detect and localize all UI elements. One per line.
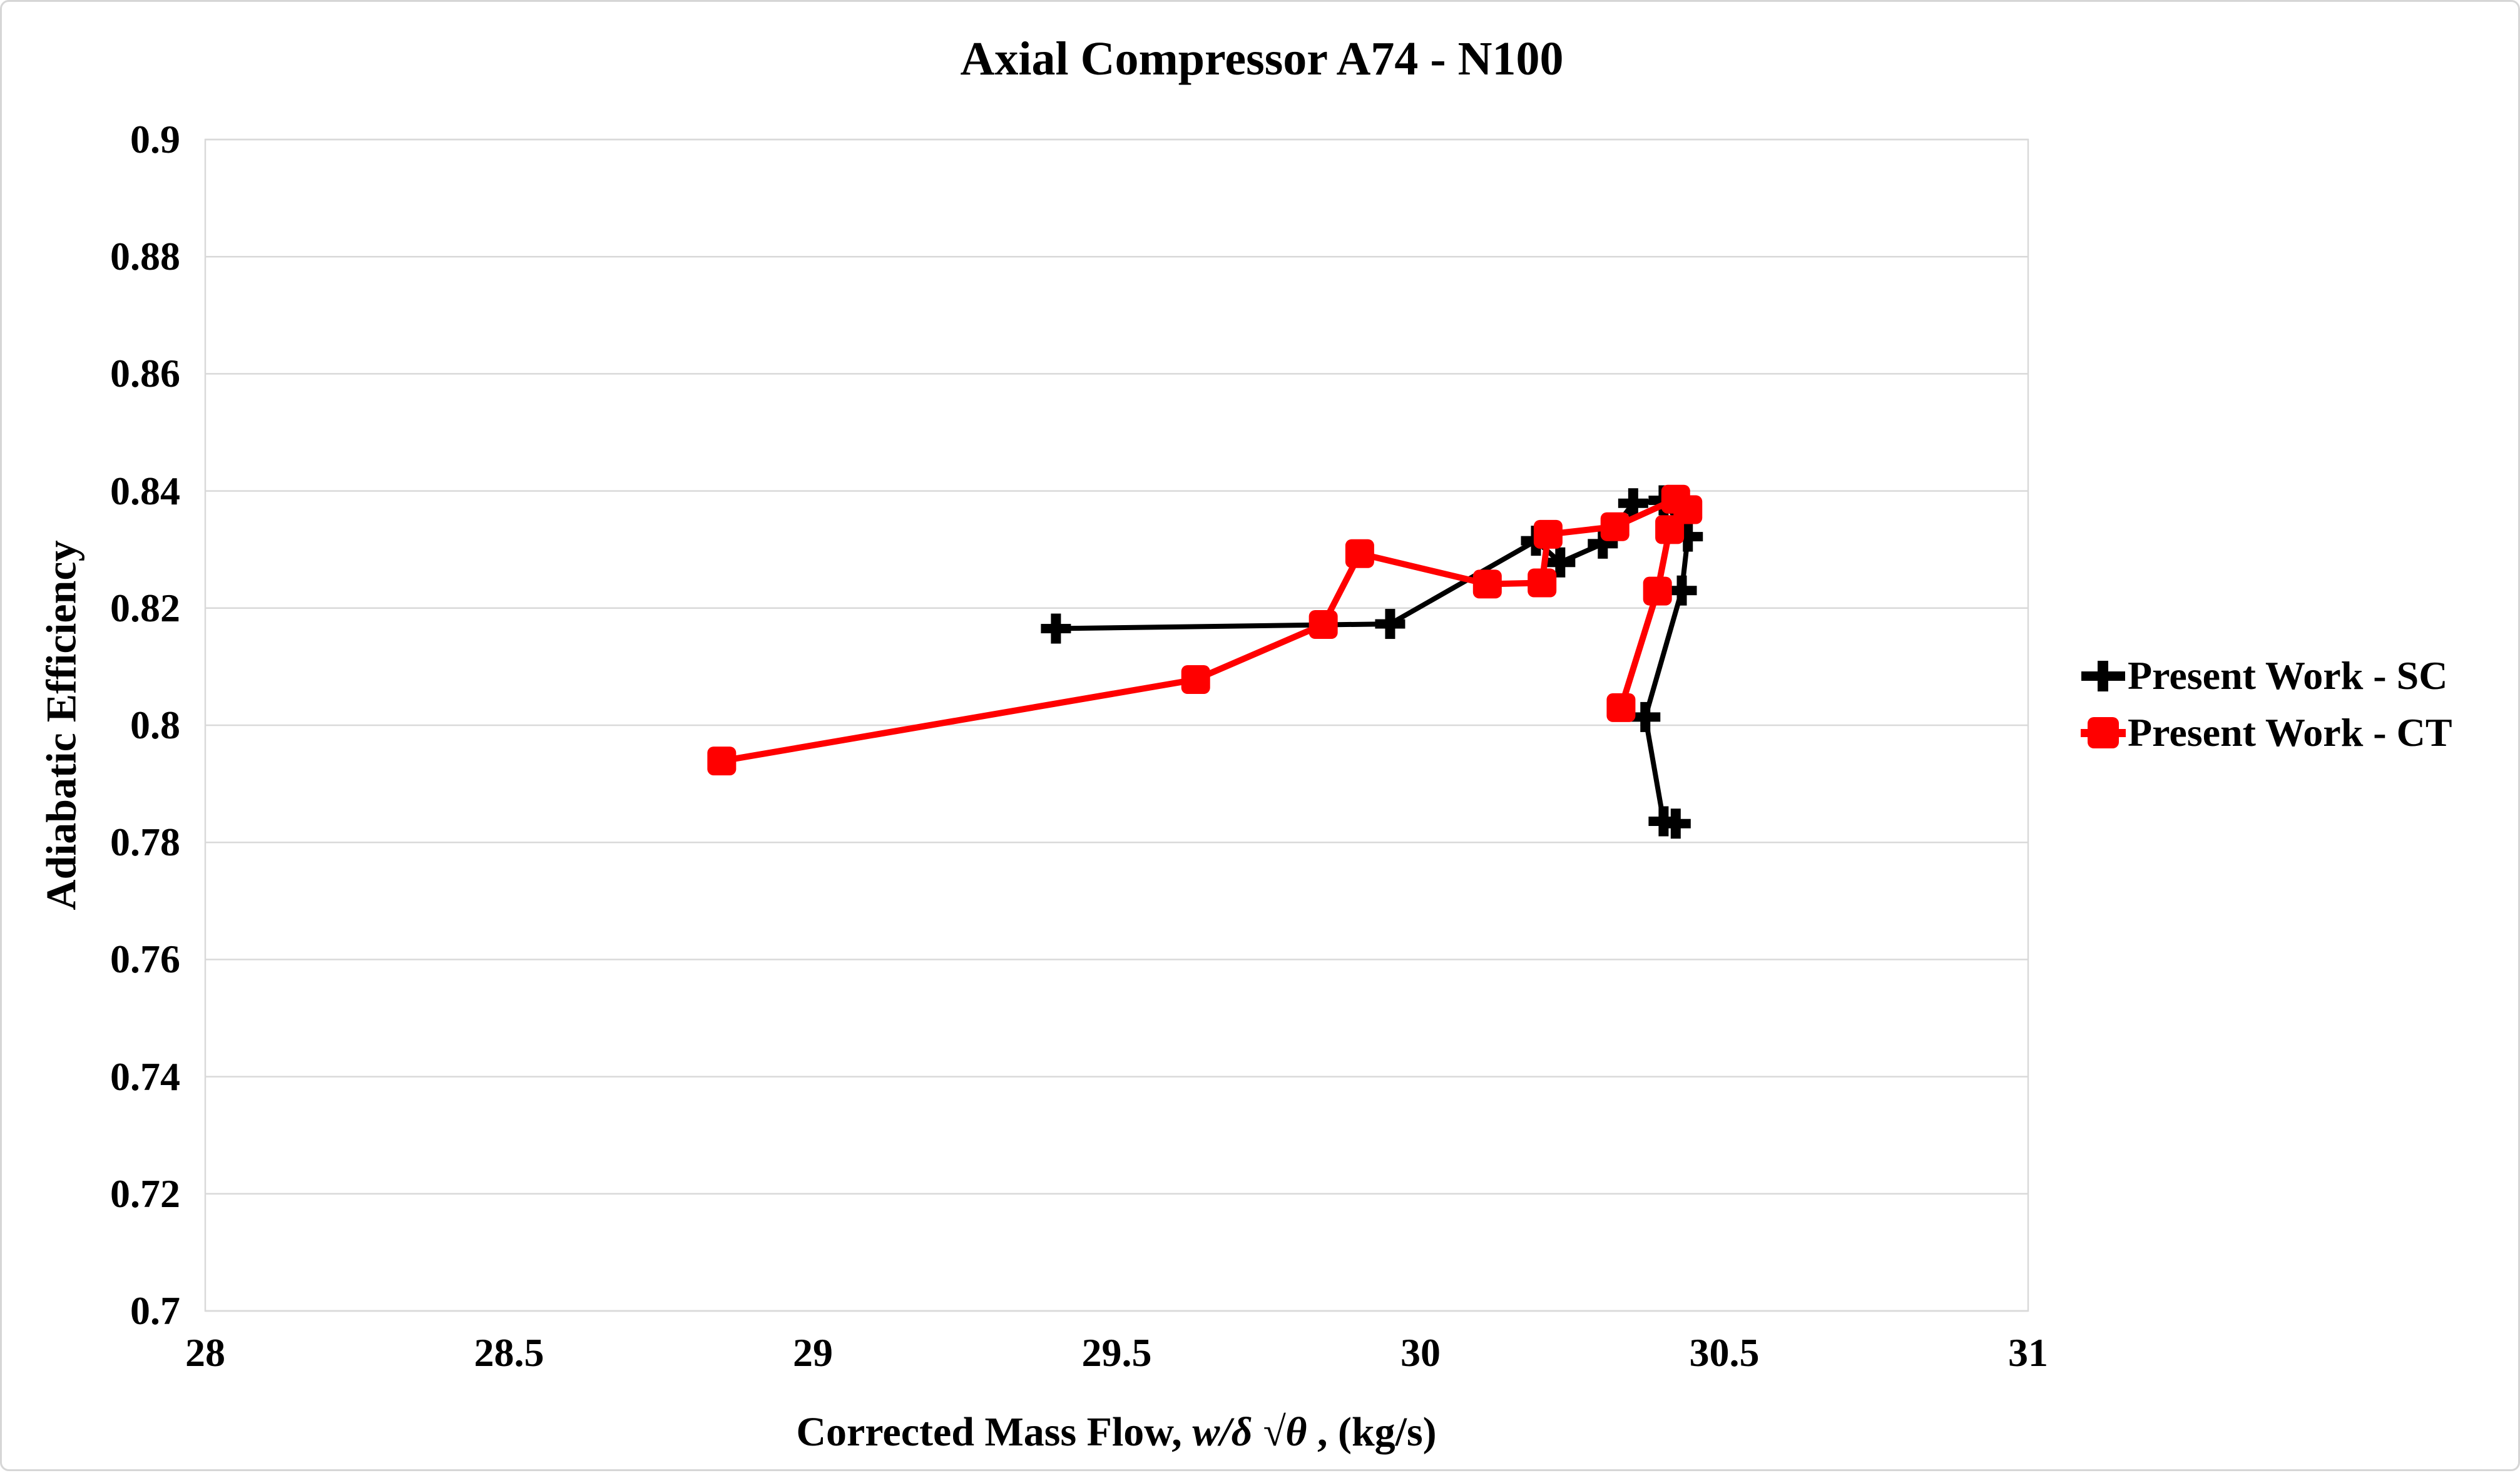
y-tick-label: 0.9 <box>130 117 180 161</box>
plus-marker-icon <box>1630 701 1661 732</box>
x-axis-title-symbols: w/δ √θ <box>1192 1409 1307 1455</box>
chart-title: Axial Compressor A74 - N100 <box>960 33 1564 85</box>
square-marker-icon <box>1308 610 1338 640</box>
y-tick-label: 0.78 <box>110 820 180 865</box>
square-marker-icon <box>1345 539 1374 568</box>
x-axis-title-prefix: Corrected Mass Flow, <box>796 1409 1193 1455</box>
x-tick-label: 28 <box>185 1330 225 1375</box>
y-tick-label: 0.82 <box>110 585 180 630</box>
square-marker-icon <box>1528 568 1557 598</box>
square-marker-icon <box>1181 665 1210 694</box>
square-marker-icon <box>1472 569 1502 599</box>
square-marker-icon <box>1533 519 1563 549</box>
plus-marker-icon <box>1375 609 1405 640</box>
x-axis-title: Corrected Mass Flow, w/δ √θ , (kg/s) <box>796 1409 1436 1456</box>
x-tick-label: 31 <box>2008 1330 2048 1375</box>
plus-marker-icon <box>2081 661 2125 691</box>
legend-item-ct: Present Work - CT <box>2081 710 2452 755</box>
legend-label-ct: Present Work - CT <box>2128 710 2452 755</box>
y-tick-label: 0.88 <box>110 234 180 279</box>
y-tick-label: 0.76 <box>110 937 180 982</box>
square-marker-icon <box>1643 576 1672 606</box>
x-tick-label: 29 <box>793 1330 833 1375</box>
square-marker-icon <box>1655 515 1685 544</box>
legend-item-sc: Present Work - SC <box>2081 653 2452 698</box>
y-tick-label: 0.86 <box>110 351 180 396</box>
x-axis-title-suffix: , (kg/s) <box>1307 1409 1437 1455</box>
x-tick-label: 29.5 <box>1081 1330 1152 1375</box>
plus-marker-icon <box>1545 547 1576 578</box>
square-marker-icon <box>1600 512 1630 541</box>
square-marker-icon <box>707 747 737 776</box>
y-tick-label: 0.84 <box>110 468 180 513</box>
y-tick-label: 0.72 <box>110 1171 180 1216</box>
y-tick-label: 0.7 <box>130 1288 180 1333</box>
plus-marker-icon <box>1660 808 1691 839</box>
plot-border <box>204 138 2029 1312</box>
x-tick-label: 30 <box>1400 1330 1441 1375</box>
x-tick-label: 30.5 <box>1689 1330 1760 1375</box>
legend: Present Work - SC Present Work - CT <box>2081 653 2452 768</box>
plus-marker-icon <box>1666 575 1697 606</box>
legend-label-sc: Present Work - SC <box>2128 653 2448 698</box>
plus-marker-icon <box>1041 613 1071 644</box>
square-marker-icon <box>1606 693 1636 722</box>
y-tick-label: 0.74 <box>110 1054 180 1099</box>
plus-marker-icon <box>1618 488 1648 519</box>
x-tick-label: 28.5 <box>474 1330 544 1375</box>
square-marker-icon <box>2081 717 2126 748</box>
y-tick-label: 0.8 <box>130 703 180 747</box>
series-line-sc <box>1056 497 1691 827</box>
